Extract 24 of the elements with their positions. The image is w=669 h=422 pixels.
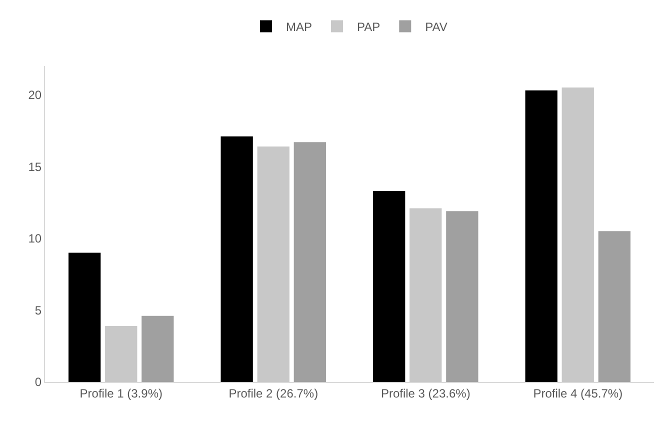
bar bbox=[294, 142, 326, 382]
y-tick-label: 0 bbox=[34, 375, 42, 390]
y-tick-label: 10 bbox=[28, 232, 42, 246]
y-tick-label: 5 bbox=[34, 303, 42, 318]
x-tick-label: Profile 4 (45.7%) bbox=[533, 386, 623, 400]
x-tick-label: Profile 1 (3.9%) bbox=[80, 386, 162, 400]
bar bbox=[105, 326, 138, 382]
legend-label: PAV bbox=[425, 20, 448, 34]
x-tick-label: Profile 2 (26.7%) bbox=[228, 386, 318, 400]
x-tick-label: Profile 3 (23.6%) bbox=[380, 386, 470, 400]
bar bbox=[220, 136, 253, 382]
bar bbox=[373, 190, 406, 382]
y-tick-label: 15 bbox=[28, 160, 42, 174]
bar bbox=[410, 208, 442, 382]
bar bbox=[68, 252, 101, 382]
y-tick-label: 20 bbox=[28, 88, 42, 102]
legend-label: PAP bbox=[357, 20, 380, 34]
legend-label: MAP bbox=[286, 20, 312, 34]
bar bbox=[598, 231, 630, 382]
bar bbox=[142, 316, 174, 382]
bar bbox=[446, 211, 478, 382]
bar bbox=[257, 146, 290, 382]
bar bbox=[562, 88, 594, 382]
bar bbox=[525, 90, 558, 382]
